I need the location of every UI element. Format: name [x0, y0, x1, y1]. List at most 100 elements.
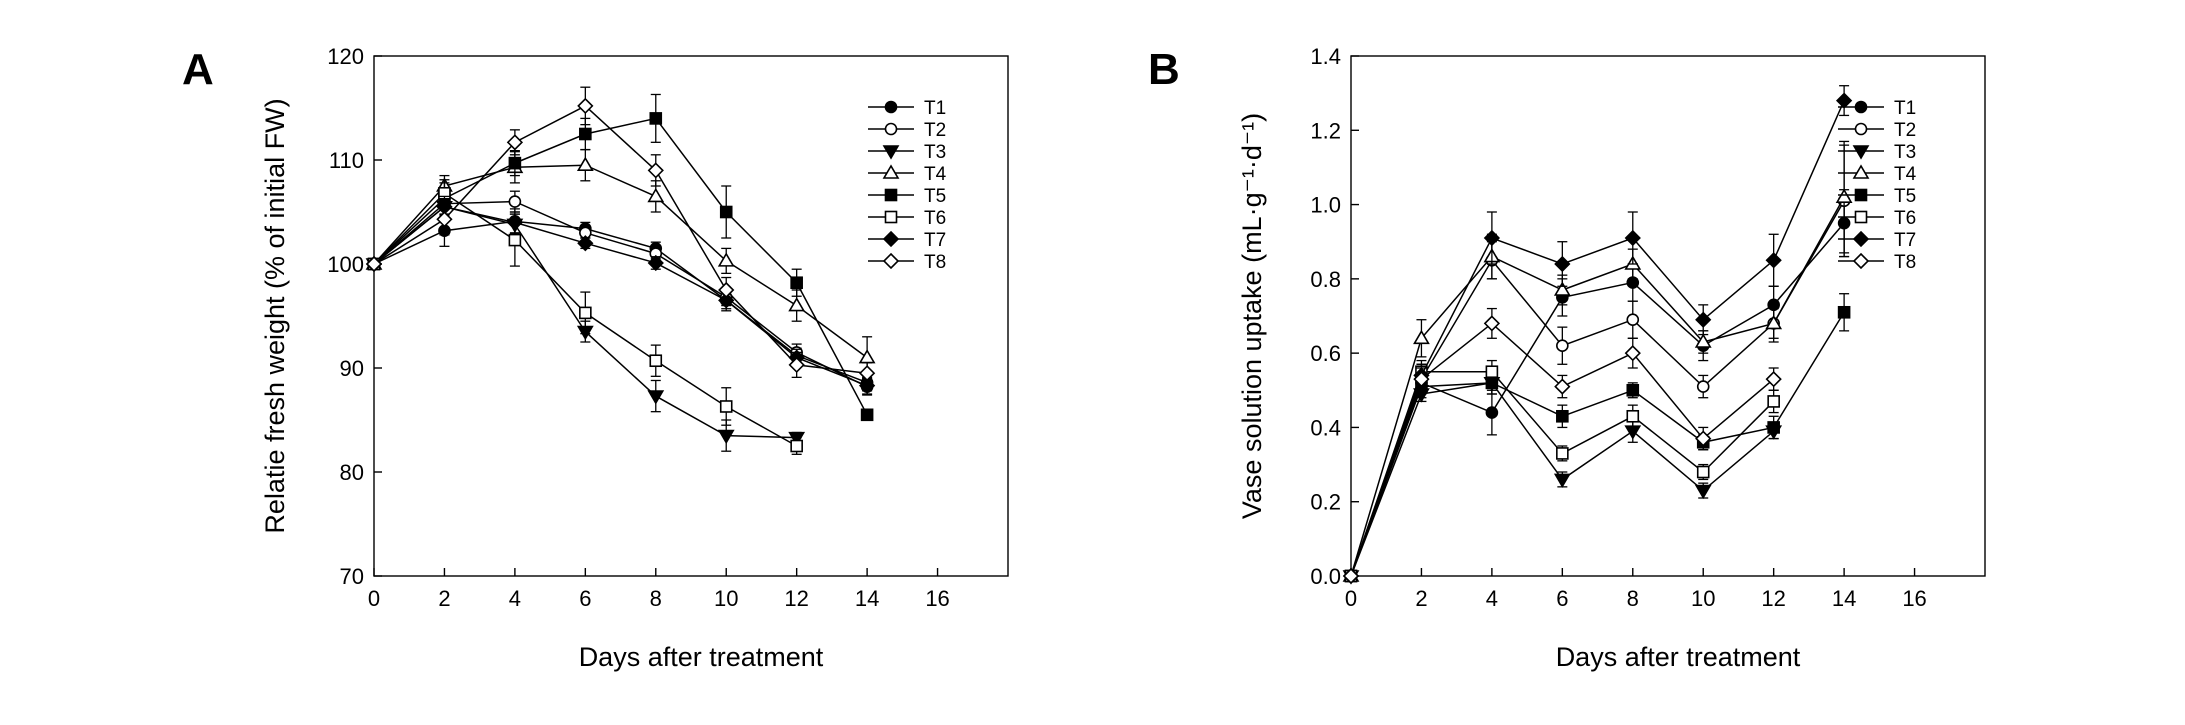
legend-label: T3 [1894, 142, 1916, 163]
series-t6 [367, 179, 803, 455]
data-point [1695, 311, 1712, 328]
legend-marker [1852, 252, 1870, 270]
x-tick-label: 2 [1415, 586, 1427, 611]
y-tick-label: 80 [340, 460, 364, 485]
series-t3 [1342, 371, 1783, 585]
legend-marker [1854, 122, 1868, 136]
y-tick-label: 0.6 [1310, 341, 1341, 366]
panel-a-chart: 70 80 90 100 110 120 0 2 4 6 8 10 12 14 16 Days after t… [260, 44, 1009, 672]
data-point [1765, 252, 1782, 269]
data-point [790, 276, 803, 290]
data-point [508, 195, 522, 208]
legend-marker [1852, 164, 1870, 179]
legend-label: T7 [1894, 230, 1916, 251]
x-axis-label: Days after treatment [579, 642, 824, 672]
series-line [373, 117, 868, 416]
data-point [1342, 567, 1360, 585]
series-line [373, 105, 868, 374]
x-tick-label: 8 [1627, 586, 1639, 611]
data-point [1556, 409, 1569, 423]
series-line [1350, 311, 1845, 577]
series-line [1350, 100, 1845, 577]
data-point [858, 349, 876, 364]
data-point [365, 255, 383, 273]
data-point [647, 254, 664, 272]
y-axis-label: Vase solution uptake (mL·g⁻¹·d⁻¹) [1237, 113, 1267, 519]
x-tick-label: 4 [1486, 586, 1498, 611]
plot-frame [373, 55, 1009, 577]
legend-label: T6 [1894, 208, 1916, 229]
legend-marker [882, 164, 900, 179]
y-tick-label: 70 [340, 564, 364, 589]
series-line [373, 205, 868, 387]
series-t8 [365, 86, 876, 385]
y-axis-label: Relatie fresh weight (% of initial FW) [260, 98, 290, 533]
legend-marker [1854, 100, 1868, 114]
data-point [719, 400, 733, 413]
data-point [1624, 229, 1641, 247]
data-point [506, 134, 524, 151]
series-line [1350, 196, 1845, 577]
series-line [373, 220, 868, 384]
data-point [1626, 313, 1640, 327]
y-tick-label: 1.0 [1310, 193, 1341, 218]
data-point [1767, 421, 1780, 434]
data-point [1485, 365, 1499, 379]
data-point [647, 162, 664, 179]
data-point [1835, 188, 1853, 203]
legend-marker [884, 210, 898, 224]
data-point [1485, 406, 1499, 419]
y-tick-label: 1.4 [1310, 44, 1341, 69]
data-point [1554, 255, 1571, 273]
series-line [1350, 222, 1845, 577]
y-tick-label: 120 [327, 44, 364, 69]
y-tick-label: 1.2 [1310, 118, 1341, 143]
legend-marker [882, 252, 900, 270]
series-line [1350, 200, 1845, 577]
x-tick-label: 10 [714, 586, 738, 611]
x-tick-label: 6 [579, 586, 591, 611]
data-point [576, 156, 594, 171]
data-point [508, 156, 522, 170]
legend-label: T1 [1894, 98, 1916, 119]
plot-frame [1350, 55, 1986, 577]
data-point [1624, 345, 1641, 362]
y-tick-label: 0.2 [1310, 490, 1341, 515]
data-point [577, 97, 594, 115]
legend-marker [1854, 210, 1868, 224]
data-point [1696, 380, 1710, 393]
legend-label: T5 [1894, 186, 1916, 207]
y-tick-label: 0.0 [1310, 564, 1341, 589]
legend-label: T4 [1894, 164, 1917, 185]
y-tick-label: 90 [340, 356, 364, 381]
data-point [1556, 339, 1569, 353]
data-point [1765, 314, 1783, 330]
legend-label: T7 [924, 230, 946, 251]
data-point [1626, 383, 1640, 397]
x-tick-label: 14 [1832, 586, 1856, 611]
legend-marker [1852, 145, 1870, 160]
legend-label: T3 [924, 142, 946, 163]
data-point [1695, 430, 1712, 447]
x-tick-label: 10 [1691, 586, 1715, 611]
legend-label: T4 [924, 164, 947, 185]
series-t7 [1342, 85, 1853, 585]
x-tick-label: 8 [650, 586, 662, 611]
data-point [1765, 371, 1782, 388]
x-tick-label: 16 [1902, 586, 1926, 611]
series-t8 [1342, 307, 1782, 585]
series-t4 [1342, 140, 1853, 582]
data-point [790, 439, 803, 453]
x-tick-label: 12 [784, 586, 808, 611]
x-axis-label: Days after treatment [1556, 642, 1801, 672]
data-point [718, 281, 735, 299]
data-point [647, 390, 665, 405]
x-tick-label: 4 [509, 586, 521, 611]
legend-marker [884, 122, 898, 136]
data-point [719, 205, 733, 219]
data-point [1483, 315, 1501, 332]
data-point [506, 214, 524, 231]
